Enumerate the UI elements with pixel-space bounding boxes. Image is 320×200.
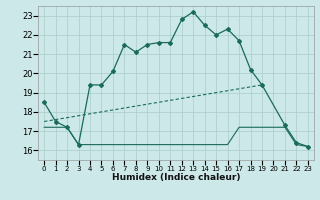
X-axis label: Humidex (Indice chaleur): Humidex (Indice chaleur) <box>112 173 240 182</box>
